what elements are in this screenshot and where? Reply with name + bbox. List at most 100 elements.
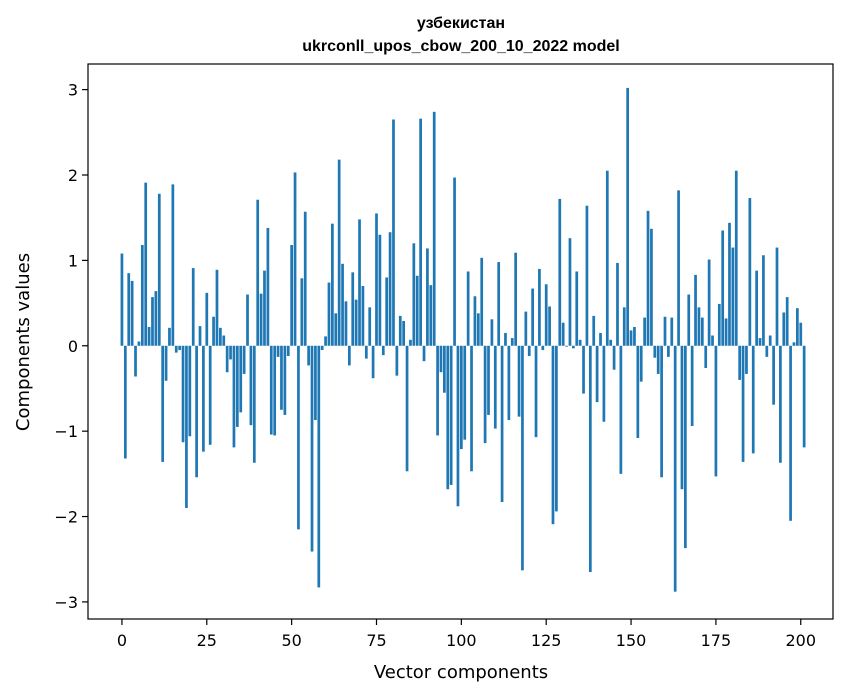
bar-50 xyxy=(290,245,294,346)
bar-169 xyxy=(694,274,697,346)
bar-150 xyxy=(629,330,633,346)
bar-119 xyxy=(524,311,528,346)
bar-88 xyxy=(419,118,422,346)
y-tick-label: 2 xyxy=(68,166,78,185)
bar-84 xyxy=(405,345,409,472)
bar-79 xyxy=(388,232,392,346)
bar-201 xyxy=(802,345,806,448)
bar-75 xyxy=(375,213,378,346)
bar-64 xyxy=(337,159,341,346)
bar-10 xyxy=(154,291,158,346)
bar-130 xyxy=(561,322,565,346)
bar-16 xyxy=(174,345,178,353)
bar-20 xyxy=(188,345,192,437)
bar-69 xyxy=(354,299,358,346)
bar-93 xyxy=(436,345,439,436)
bar-104 xyxy=(473,296,477,346)
bar-59 xyxy=(320,345,324,351)
bar-103 xyxy=(470,345,473,472)
bar-127 xyxy=(551,345,555,525)
bar-155 xyxy=(646,210,650,346)
bar-85 xyxy=(409,339,412,346)
bar-154 xyxy=(643,317,646,346)
bar-34 xyxy=(235,345,239,427)
bar-161 xyxy=(667,345,670,357)
bar-28 xyxy=(215,269,219,346)
bar-68 xyxy=(351,272,355,346)
bar-94 xyxy=(439,345,443,373)
bar-74 xyxy=(371,345,375,379)
x-tick-label: 0 xyxy=(117,631,127,650)
bar-37 xyxy=(246,294,249,346)
bar-53 xyxy=(300,278,304,346)
bar-67 xyxy=(347,345,351,366)
bar-196 xyxy=(785,297,789,346)
bar-43 xyxy=(266,227,270,346)
bar-125 xyxy=(544,284,548,346)
bars-group xyxy=(120,87,806,592)
bar-98 xyxy=(453,177,456,346)
bar-101 xyxy=(463,345,467,440)
bar-77 xyxy=(381,345,385,356)
bar-126 xyxy=(548,306,551,346)
bar-108 xyxy=(487,345,490,415)
bar-107 xyxy=(483,345,487,444)
bar-185 xyxy=(748,198,752,346)
bar-12 xyxy=(161,345,165,462)
bar-25 xyxy=(205,292,209,346)
bar-142 xyxy=(602,345,606,422)
y-tick-label: −1 xyxy=(54,422,78,441)
x-axis-ticks: 0 25 50 75 100 125 150 175 200 xyxy=(117,619,816,650)
bar-109 xyxy=(490,319,494,346)
bar-121 xyxy=(531,288,534,346)
bar-186 xyxy=(751,345,755,454)
bar-106 xyxy=(480,257,484,346)
bar-42 xyxy=(263,270,266,346)
bar-128 xyxy=(555,345,558,512)
bar-167 xyxy=(687,294,691,346)
bar-4 xyxy=(134,345,137,377)
bar-137 xyxy=(585,205,589,346)
bar-189 xyxy=(762,255,765,346)
bar-123 xyxy=(538,268,541,346)
x-tick-label: 175 xyxy=(701,631,732,650)
bar-172 xyxy=(704,345,708,368)
bar-90 xyxy=(426,248,429,346)
bar-190 xyxy=(765,345,769,357)
bar-146 xyxy=(616,262,619,346)
bar-111 xyxy=(497,262,501,346)
bar-166 xyxy=(684,345,687,549)
bar-144 xyxy=(609,339,613,346)
bar-157 xyxy=(653,345,657,358)
bar-57 xyxy=(314,345,317,421)
y-tick-label: −3 xyxy=(54,593,78,612)
bar-149 xyxy=(626,87,630,346)
bar-60 xyxy=(324,336,327,346)
bar-199 xyxy=(796,308,799,346)
bar-200 xyxy=(799,322,803,346)
bar-192 xyxy=(772,345,775,405)
bar-66 xyxy=(344,301,348,346)
x-tick-label: 150 xyxy=(616,631,647,650)
bar-11 xyxy=(157,193,161,346)
bar-36 xyxy=(242,345,246,374)
bar-91 xyxy=(429,285,433,346)
bar-71 xyxy=(361,286,365,346)
bar-48 xyxy=(283,345,287,415)
bar-181 xyxy=(734,170,738,346)
bar-32 xyxy=(229,345,232,360)
bar-73 xyxy=(368,307,372,346)
bar-110 xyxy=(493,345,497,429)
x-axis-label: Vector components xyxy=(374,662,548,683)
bar-135 xyxy=(578,339,582,346)
bar-61 xyxy=(327,282,331,346)
y-tick-label: 0 xyxy=(68,337,78,356)
bar-39 xyxy=(252,345,256,463)
bar-153 xyxy=(639,345,643,382)
bar-87 xyxy=(415,275,419,346)
bar-49 xyxy=(286,345,290,357)
bar-92 xyxy=(432,111,436,346)
bar-70 xyxy=(358,219,361,346)
bar-62 xyxy=(331,223,334,346)
